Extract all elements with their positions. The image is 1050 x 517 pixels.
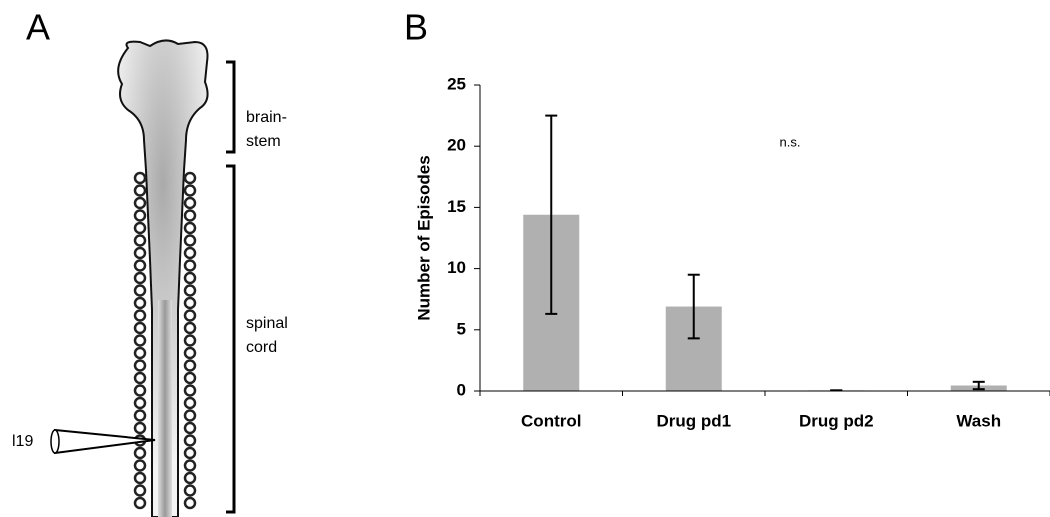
coil — [133, 271, 147, 285]
y-tick-label: 20 — [447, 136, 466, 155]
coil — [183, 446, 197, 460]
y-tick-label: 5 — [457, 319, 466, 338]
spinal-cord — [158, 300, 172, 517]
coil — [183, 371, 197, 385]
x-tick-label: Wash — [956, 411, 1001, 430]
coil — [183, 421, 197, 435]
label: stem — [246, 133, 281, 150]
coil — [133, 321, 147, 335]
coil — [133, 309, 147, 322]
coil — [133, 284, 147, 297]
x-tick-label: Drug pd2 — [799, 411, 874, 430]
label: l19 — [12, 433, 33, 450]
coil — [133, 471, 147, 485]
coil — [183, 221, 197, 235]
coil — [183, 434, 197, 447]
coil — [183, 471, 197, 485]
coil — [183, 334, 197, 347]
bar-chart: B Number of Episodes n.s. 0 5 10 15 20 25 Cont… — [404, 7, 1050, 430]
coil — [183, 396, 197, 410]
coil — [183, 246, 197, 260]
coil — [133, 484, 147, 497]
coil — [133, 371, 147, 385]
y-tick-label: 10 — [447, 258, 466, 277]
coil — [133, 246, 147, 260]
panel-label: A — [26, 7, 50, 48]
error-bar — [545, 114, 558, 315]
coil — [133, 184, 147, 197]
body-outline — [117, 39, 209, 517]
coil — [133, 234, 147, 247]
coil — [183, 271, 197, 285]
coil — [133, 259, 147, 272]
coil — [183, 359, 197, 372]
coil — [183, 184, 197, 197]
coil — [183, 346, 197, 360]
coil — [183, 209, 197, 222]
y-tick-label: 25 — [447, 74, 466, 93]
coil — [183, 171, 197, 185]
coil — [133, 196, 147, 210]
bracket — [226, 164, 236, 514]
error-bar — [687, 273, 700, 340]
coil — [133, 334, 147, 347]
coil — [133, 296, 147, 310]
coil — [183, 409, 197, 422]
coil — [133, 171, 147, 185]
x-tick-label: Control — [521, 411, 581, 430]
electrode — [50, 429, 60, 454]
coil — [183, 384, 197, 397]
coil — [133, 496, 147, 510]
coil — [133, 209, 147, 222]
annotation: n.s. — [780, 134, 801, 149]
coil — [133, 359, 147, 372]
coil — [183, 296, 197, 310]
coil — [133, 446, 147, 460]
label: brain- — [246, 109, 287, 126]
y-axis-label: Number of Episodes — [414, 155, 433, 320]
coil — [183, 196, 197, 210]
coil — [133, 346, 147, 360]
coil — [133, 221, 147, 235]
coil — [183, 284, 197, 297]
coil — [133, 396, 147, 410]
coil — [183, 259, 197, 272]
coil — [183, 459, 197, 472]
y-tick-label: 0 — [457, 380, 466, 399]
error-bar — [972, 380, 985, 391]
y-tick-label: 15 — [447, 197, 466, 216]
x-tick-label: Drug pd1 — [656, 411, 731, 430]
coil — [183, 496, 197, 510]
coil — [183, 321, 197, 335]
coil — [183, 484, 197, 497]
coil — [133, 421, 147, 435]
coil — [133, 409, 147, 422]
coil — [133, 459, 147, 472]
panel-label: B — [404, 7, 428, 48]
tadpole-diagram: A brain- stem spinal cord l19 — [12, 7, 288, 517]
myotomes — [133, 171, 197, 510]
coil — [183, 309, 197, 322]
bracket — [226, 60, 236, 154]
label: cord — [246, 339, 277, 356]
coil — [133, 384, 147, 397]
label: spinal — [246, 315, 288, 332]
coil — [183, 234, 197, 247]
